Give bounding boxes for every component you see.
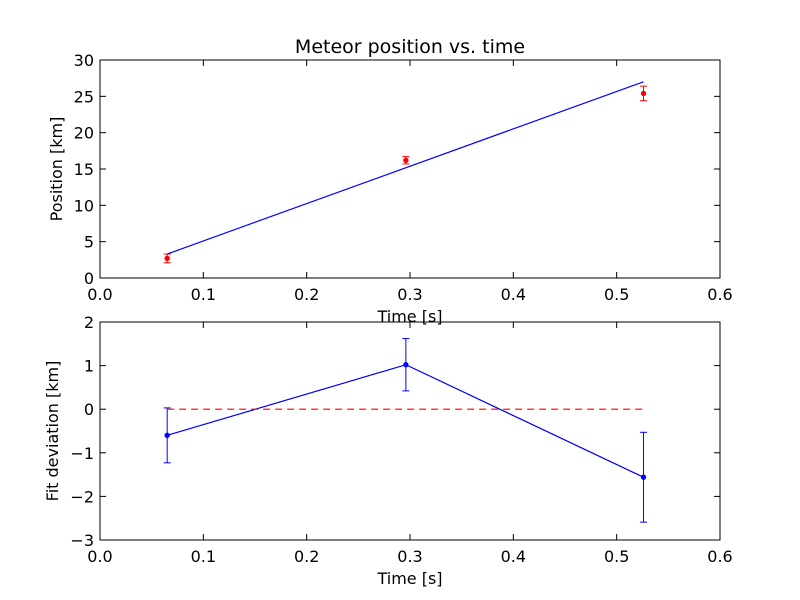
y-tick-label: 2 [84, 313, 94, 332]
data-marks [163, 81, 648, 264]
y-tick-label: 25 [74, 87, 94, 106]
y-tick-label: 0 [84, 269, 94, 288]
data-point [403, 362, 409, 368]
data-point [164, 255, 170, 262]
y-tick-label: 30 [74, 51, 94, 70]
y-axis-label: Position [km] [47, 117, 66, 222]
series-line [166, 81, 644, 255]
ticks: 0.0 0.1 0.2 0.3 0.4 0.5 0.6 0 5 10 15 20 25 30 [74, 51, 733, 304]
x-tick-label: 0.1 [191, 285, 216, 304]
data-point [164, 432, 170, 439]
x-tick-label: 0.5 [604, 285, 629, 304]
y-tick-label: 1 [84, 357, 94, 376]
y-tick-label: 20 [74, 124, 94, 143]
fit-deviation-plot: Time [s] Fit deviation [km] 0.0 0.1 0.2 0.3… [43, 313, 733, 588]
x-tick-label: 0.6 [707, 285, 732, 304]
data-point [640, 474, 647, 480]
x-tick-label: 0.4 [501, 285, 526, 304]
x-tick-label: 0.5 [604, 547, 629, 566]
y-tick-label: 10 [74, 196, 94, 215]
x-axis-label: Time [s] [376, 569, 442, 588]
x-tick-label: 0.4 [501, 547, 526, 566]
y-axis-label: Fit deviation [km] [43, 361, 62, 502]
x-axis-label: Time [s] [376, 307, 442, 326]
position-plot: Meteor position vs. time Time [s] Positi… [47, 36, 733, 326]
x-tick-label: 0.1 [191, 547, 216, 566]
x-tick-label: 0.2 [294, 547, 319, 566]
data-point [403, 157, 409, 163]
x-tick-label: 0.6 [707, 547, 732, 566]
y-tick-label: −2 [70, 487, 94, 506]
y-tick-label: 0 [84, 400, 94, 419]
x-tick-label: 0.3 [397, 547, 422, 566]
axes-frame [99, 59, 721, 279]
x-tick-label: 0.0 [87, 285, 112, 304]
y-tick-label: −3 [70, 531, 94, 550]
y-tick-label: 15 [74, 160, 94, 179]
x-tick-label: 0.3 [397, 285, 422, 304]
y-tick-label: 5 [84, 233, 94, 252]
x-tick-label: 0.0 [87, 547, 112, 566]
x-tick-label: 0.2 [294, 285, 319, 304]
axes-frame [99, 321, 721, 541]
data-point [640, 90, 647, 97]
data-marks [163, 338, 648, 523]
y-tick-label: −1 [70, 444, 94, 463]
chart-title: Meteor position vs. time [295, 36, 525, 58]
